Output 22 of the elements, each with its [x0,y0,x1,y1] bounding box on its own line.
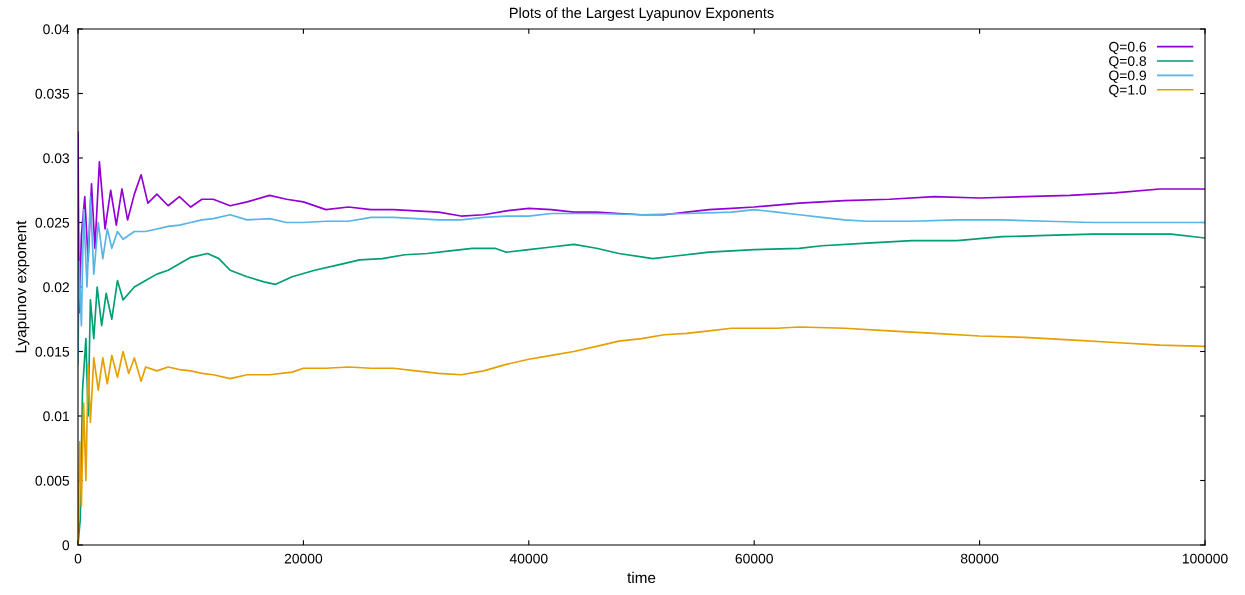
y-tick-label: 0.005 [35,475,70,486]
y-tick-label: 0.025 [35,217,70,228]
y-tick-label: 0.01 [43,411,69,422]
x-tick-label: 60000 [735,553,773,564]
y-tick-label: 0.015 [35,346,70,357]
legend-label: Q=0.8 [1109,56,1147,69]
x-tick-label: 100000 [1182,553,1228,564]
y-tick-label: 0.03 [43,153,70,164]
legend-label: Q=1.0 [1109,84,1147,98]
y-tick-label: 0.02 [43,282,69,293]
y-axis-title: Lyapunov exponent [15,220,30,353]
x-tick-label: 20000 [284,553,323,564]
x-tick-label: 80000 [960,553,999,564]
x-tick-label: 0 [74,553,82,564]
chart-title: Plots of the Largest Lyapunov Exponents [510,7,774,21]
legend-label: Q=0.6 [1109,41,1147,55]
y-tick-label: 0.035 [35,88,70,99]
x-axis-title: time [627,571,656,584]
legend-label: Q=0.9 [1109,70,1147,83]
x-tick-label: 40000 [509,553,548,564]
y-tick-label: 0 [62,540,70,551]
y-tick-label: 0.04 [43,24,70,35]
